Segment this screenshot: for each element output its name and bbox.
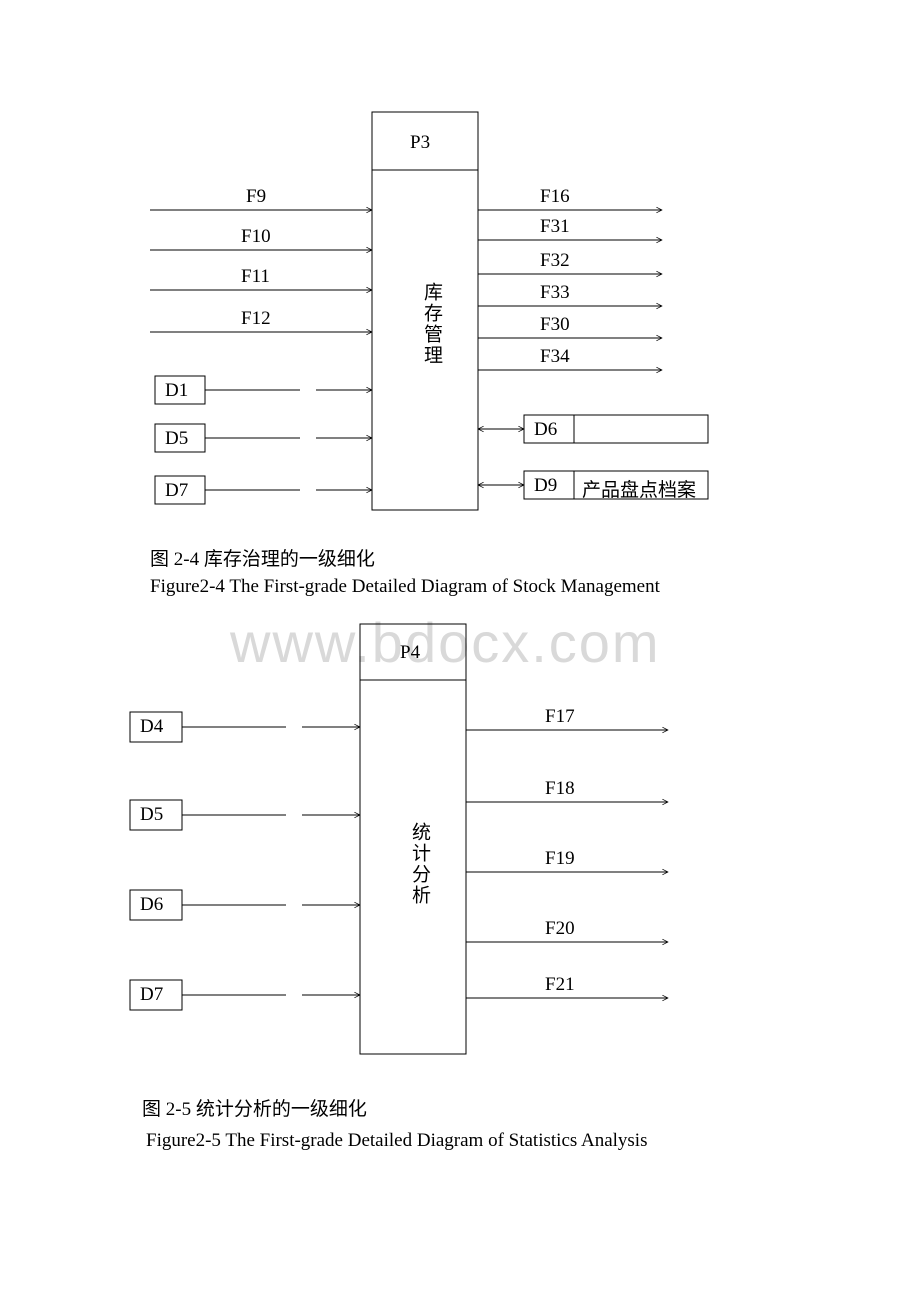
figure-caption: Figure2-5 The First-grade Detailed Diagr… xyxy=(146,1130,647,1152)
store-desc-label: 产品盘点档案 xyxy=(582,475,696,502)
flow-label: F20 xyxy=(545,918,575,940)
store-label: D7 xyxy=(165,480,188,502)
flow-label: F30 xyxy=(540,314,570,336)
flow-label: F9 xyxy=(246,186,266,208)
store-label: D4 xyxy=(140,716,163,738)
store-label: D7 xyxy=(140,984,163,1006)
store-label: D1 xyxy=(165,380,188,402)
figure-caption: 图 2-4 库存治理的一级细化 xyxy=(150,544,375,571)
flow-label: F32 xyxy=(540,250,570,272)
flow-label: F31 xyxy=(540,216,570,238)
store-label: D9 xyxy=(534,475,557,497)
flow-label: F17 xyxy=(545,706,575,728)
diagram-svg xyxy=(0,0,920,1302)
process-header-label: P4 xyxy=(400,642,420,664)
page: www.bdocx.com P3库存管理F9F10F11F12D1D5D7F16… xyxy=(0,0,920,1302)
process-header-label: P3 xyxy=(410,132,430,154)
flow-label: F21 xyxy=(545,974,575,996)
figure-caption: Figure2-4 The First-grade Detailed Diagr… xyxy=(150,576,660,598)
process-body-label: 统计分析 xyxy=(406,822,433,906)
flow-label: F34 xyxy=(540,346,570,368)
store-label: D6 xyxy=(534,419,557,441)
process-body-label: 库存管理 xyxy=(418,282,445,366)
flow-label: F11 xyxy=(241,266,270,288)
store-label: D6 xyxy=(140,894,163,916)
flow-label: F16 xyxy=(540,186,570,208)
flow-label: F19 xyxy=(545,848,575,870)
figure-caption: 图 2-5 统计分析的一级细化 xyxy=(142,1094,367,1121)
store-label: D5 xyxy=(165,428,188,450)
flow-label: F12 xyxy=(241,308,271,330)
flow-label: F33 xyxy=(540,282,570,304)
flow-label: F18 xyxy=(545,778,575,800)
store-label: D5 xyxy=(140,804,163,826)
flow-label: F10 xyxy=(241,226,271,248)
